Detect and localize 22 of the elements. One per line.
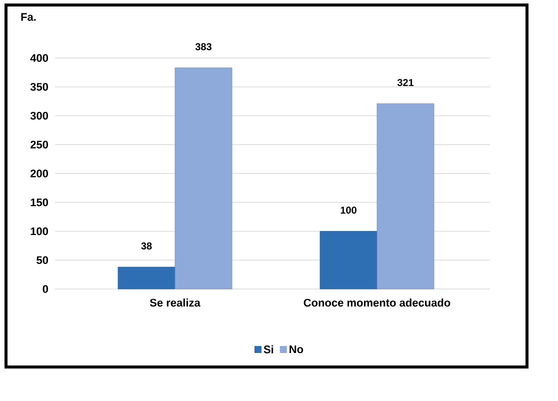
bar xyxy=(320,231,378,290)
data-label: 38 xyxy=(141,242,152,250)
data-label: 383 xyxy=(195,43,212,50)
x-tick-label: Conoce momento adecuado xyxy=(304,298,450,307)
y-axis-title: Fa. xyxy=(21,13,36,21)
y-tick-label: 350 xyxy=(30,82,48,91)
y-tick-label: 200 xyxy=(30,170,48,178)
y-tick-label: 250 xyxy=(30,140,48,149)
data-label: 321 xyxy=(397,78,414,86)
y-tick-label: 150 xyxy=(30,198,48,206)
y-tick-label: 50 xyxy=(36,256,48,264)
bar xyxy=(376,103,434,290)
legend-label: No xyxy=(290,345,304,354)
y-tick-label: 100 xyxy=(30,227,48,236)
y-tick-label: 400 xyxy=(30,54,48,62)
bar xyxy=(118,266,176,290)
x-tick-label: Se realiza xyxy=(150,298,200,307)
y-tick-label: 0 xyxy=(42,285,48,293)
bar xyxy=(174,68,232,290)
y-tick-label: 300 xyxy=(30,112,48,120)
data-label: 100 xyxy=(340,206,356,214)
legend-label: Si xyxy=(264,345,274,354)
